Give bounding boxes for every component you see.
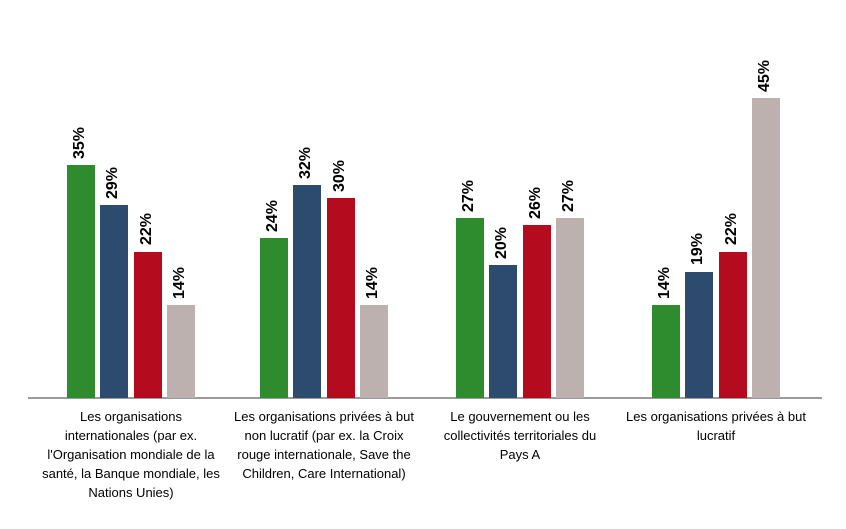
bar-red <box>133 251 162 398</box>
category-label: Le gouvernement ou les collectivités ter… <box>443 409 597 462</box>
bar-green <box>259 238 288 398</box>
bar-green <box>455 218 484 398</box>
bar-red <box>326 198 355 398</box>
bar-red <box>522 224 551 398</box>
bar-value-label: 20% <box>493 226 511 259</box>
category-label: Les organisations privées à but non lucr… <box>234 409 414 481</box>
category-label: Les organisations internationales (par e… <box>42 409 220 500</box>
bar-dark-blue <box>685 271 714 398</box>
bar-taupe-gray <box>752 98 781 398</box>
bar-value-label: 35% <box>70 126 88 159</box>
bar-value-label: 24% <box>263 200 281 233</box>
bar-taupe-gray <box>167 304 196 398</box>
bar-value-label: 32% <box>297 146 315 179</box>
bar-dark-blue <box>489 264 518 398</box>
bar-value-label: 27% <box>459 180 477 213</box>
bar-value-label: 14% <box>655 266 673 299</box>
category-label: Les organisations privées à but lucratif <box>626 409 806 443</box>
bar-value-label: 30% <box>330 160 348 193</box>
bar-red <box>718 251 747 398</box>
bar-value-label: 27% <box>560 180 578 213</box>
bar-green <box>66 165 95 398</box>
bar-value-label: 29% <box>104 166 122 199</box>
bar-value-label: 14% <box>171 266 189 299</box>
bar-value-label: 22% <box>722 213 740 246</box>
bar-taupe-gray <box>360 304 389 398</box>
bar-dark-blue <box>293 185 322 398</box>
bar-dark-blue <box>100 204 129 398</box>
bar-value-label: 22% <box>137 213 155 246</box>
bar-value-label: 26% <box>526 186 544 219</box>
bar-value-label: 45% <box>756 60 774 93</box>
bar-taupe-gray <box>556 218 585 398</box>
bar-value-label: 19% <box>689 233 707 266</box>
bar-value-label: 14% <box>364 266 382 299</box>
x-axis-line <box>28 397 822 399</box>
bar-green <box>651 304 680 398</box>
